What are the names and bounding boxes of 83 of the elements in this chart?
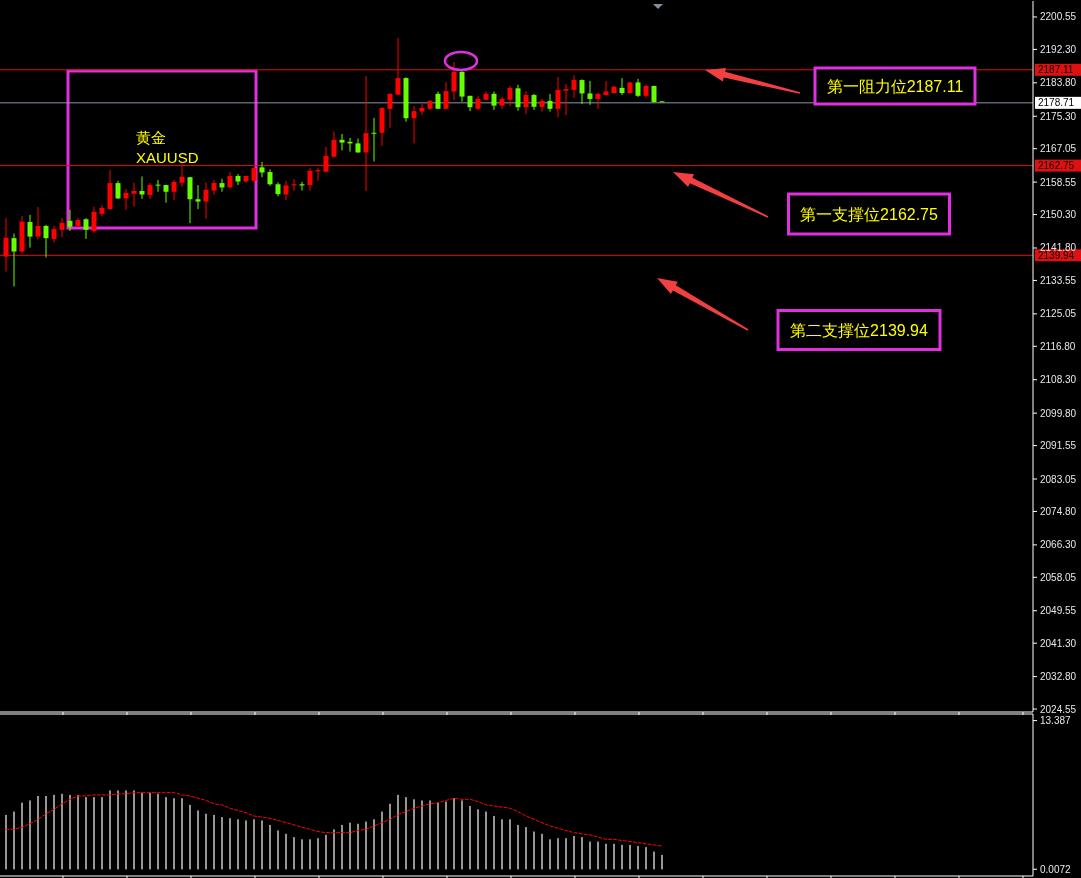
candlestick <box>523 90 529 115</box>
y-tick-label: 2192.30 <box>1040 43 1077 55</box>
candlestick <box>211 179 217 196</box>
candlestick <box>3 217 9 273</box>
candlestick <box>43 224 49 258</box>
candlestick <box>451 61 457 101</box>
candlestick <box>635 78 641 98</box>
annotation: 第二支撑位2139.94 <box>790 321 929 339</box>
candlestick <box>203 181 209 220</box>
candlestick <box>59 217 65 238</box>
candlestick <box>171 179 177 201</box>
y-tick-label: 2049.55 <box>1040 605 1077 617</box>
candlestick <box>395 37 401 96</box>
y-tick-label: 2074.80 <box>1040 505 1077 517</box>
candlestick <box>515 84 521 112</box>
y-tick-label: 13.387 <box>1040 715 1072 727</box>
candlestick <box>579 78 585 105</box>
candlestick <box>507 85 513 107</box>
y-tick-label: 2108.30 <box>1040 374 1077 386</box>
y-tick-label: 2183.80 <box>1040 77 1077 89</box>
candlestick <box>323 146 329 173</box>
candlestick <box>443 81 449 110</box>
annotation: 第一阻力位2187.11 <box>826 77 964 95</box>
candlestick <box>307 167 313 192</box>
candlestick <box>259 161 265 178</box>
candlestick <box>187 176 193 224</box>
candlestick <box>155 179 161 193</box>
ref-line-label: 2178.71 <box>1038 97 1075 109</box>
candlestick <box>331 131 337 159</box>
y-tick-label: 2066.30 <box>1040 539 1077 551</box>
annotation: 黄金 <box>136 129 166 147</box>
annotation: 第一支撑位2162.75 <box>800 205 939 223</box>
candlestick <box>491 90 497 111</box>
candlestick <box>139 175 145 200</box>
candlestick <box>603 80 609 97</box>
candlestick <box>387 92 393 129</box>
y-tick-label: 2150.30 <box>1040 209 1077 221</box>
candlestick <box>547 93 553 113</box>
candlestick <box>595 92 601 110</box>
candlestick <box>11 232 17 288</box>
y-tick-label: 2167.05 <box>1040 143 1077 155</box>
candlestick <box>411 105 417 144</box>
y-tick-label: 2099.80 <box>1040 407 1077 419</box>
candlestick <box>27 214 33 249</box>
candlestick <box>99 204 105 218</box>
y-tick-label: 2032.80 <box>1040 671 1077 683</box>
candlestick <box>91 206 97 234</box>
y-tick-label: 2200.55 <box>1040 11 1077 23</box>
ref-line-label: 2162.75 <box>1038 160 1075 172</box>
candlestick <box>571 74 577 99</box>
candlestick <box>339 133 345 151</box>
candlestick <box>283 180 289 201</box>
y-tick-label: 0.0072 <box>1040 863 1072 875</box>
y-tick-label: 2133.55 <box>1040 274 1077 286</box>
candlestick <box>235 173 241 186</box>
candlestick <box>619 77 625 96</box>
y-tick-label: 2024.55 <box>1040 703 1077 715</box>
line-series <box>5 792 663 847</box>
candlestick <box>587 80 593 106</box>
candlestick <box>195 184 201 210</box>
ref-line-label: 2187.11 <box>1038 64 1074 76</box>
candlestick <box>419 103 425 116</box>
candlestick <box>563 83 569 116</box>
candlestick <box>83 217 89 240</box>
candlestick <box>539 98 545 113</box>
y-tick-label: 2125.05 <box>1040 308 1077 320</box>
candlestick <box>179 162 185 188</box>
candlestick <box>115 180 121 200</box>
candlestick <box>131 182 137 208</box>
candlestick <box>555 76 561 118</box>
candlestick <box>67 209 73 232</box>
y-tick-label: 2175.30 <box>1040 110 1077 122</box>
y-tick-label: 2116.80 <box>1040 340 1076 352</box>
annotation: XAUUSD <box>136 149 199 167</box>
y-tick-label: 2083.05 <box>1040 473 1077 485</box>
candlestick <box>363 75 369 192</box>
candlestick <box>35 206 41 240</box>
y-tick-label: 2058.05 <box>1040 571 1077 583</box>
candlestick <box>371 117 377 162</box>
candlestick <box>219 178 225 193</box>
y-tick-label: 2158.55 <box>1040 176 1077 188</box>
y-tick-label: 2041.30 <box>1040 637 1077 649</box>
y-tick-label: 2091.55 <box>1040 440 1077 452</box>
